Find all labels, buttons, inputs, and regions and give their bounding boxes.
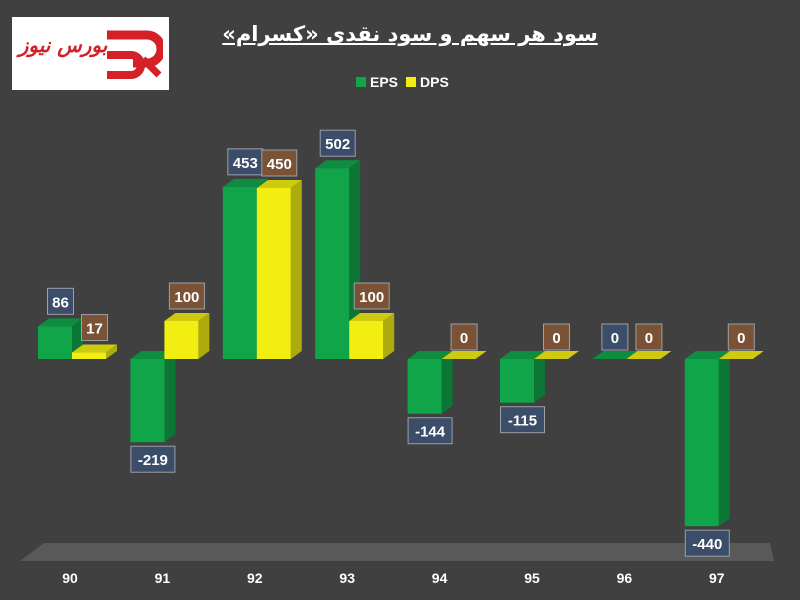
bar-top-dps (164, 313, 210, 321)
legend-item-eps: EPS (356, 74, 398, 90)
bar-top-eps (130, 351, 176, 359)
data-label-dps: 450 (267, 156, 292, 173)
data-label-box-dps (168, 282, 205, 310)
bar-eps (130, 359, 165, 443)
bar-side-eps (164, 351, 176, 443)
bar-top-dps (349, 313, 395, 321)
legend-swatch-dps (406, 77, 417, 87)
bar-dps (349, 321, 384, 359)
bar-dps (256, 188, 291, 359)
bar-side-eps (534, 351, 545, 403)
legend-label-dps: DPS (420, 74, 449, 90)
logo-text: بورس نیوز (18, 33, 108, 57)
data-label-dps: 100 (359, 289, 384, 306)
data-label-eps: 502 (325, 136, 350, 153)
data-label-eps: -115 (508, 413, 537, 430)
data-label-box-dps (261, 149, 298, 177)
bar-side-dps (290, 180, 302, 359)
bar-top-eps (684, 351, 730, 359)
bar-top-dps (256, 180, 302, 188)
x-tick-label: 90 (62, 570, 78, 586)
bar-top-eps (500, 351, 545, 359)
x-tick-label: 94 (432, 570, 448, 586)
x-tick-label: 97 (709, 570, 725, 586)
data-label-box-eps (130, 445, 176, 473)
bar-top-dps (72, 344, 117, 353)
bar-top-dps (534, 351, 579, 359)
boursnews-logo: بورس نیوز (12, 17, 169, 90)
x-tick-label: 91 (155, 570, 171, 586)
data-label-box-dps (81, 314, 108, 342)
data-label-eps: 0 (611, 330, 619, 347)
legend-swatch-eps (356, 77, 366, 87)
data-label-box-eps (319, 129, 356, 157)
data-label-box-eps (407, 417, 453, 445)
data-label-eps: -219 (138, 452, 168, 469)
data-label-dps: 100 (174, 289, 199, 306)
data-label-eps: 453 (233, 155, 258, 172)
data-label-box-eps (500, 406, 545, 434)
data-label-box-dps (450, 323, 478, 351)
bar-top-eps (222, 178, 268, 187)
bar-dps (164, 321, 199, 359)
bar-top-dps (626, 351, 672, 359)
data-label-box-dps (635, 323, 663, 351)
data-label-eps: 86 (52, 294, 69, 311)
bar-eps (500, 359, 534, 403)
bar-side-eps (718, 351, 730, 527)
x-tick-label: 93 (339, 570, 355, 586)
bar-side-dps (198, 313, 210, 359)
legend-item-dps: DPS (406, 74, 449, 90)
data-label-dps: 17 (86, 321, 103, 338)
bar-eps (38, 326, 72, 359)
data-label-box-eps (601, 323, 629, 351)
bar-dps (72, 352, 106, 359)
bar-side-dps (106, 344, 117, 359)
legend-label-eps: EPS (370, 74, 399, 90)
data-label-box-dps (727, 323, 755, 351)
chart-floor (20, 543, 774, 561)
bar-eps (684, 359, 719, 527)
bar-top-eps (592, 351, 638, 359)
x-tick-label: 96 (617, 570, 633, 586)
data-label-box-eps (684, 529, 730, 557)
chart-title: سود هر سهم و سود نقدی «کسرام» (222, 22, 598, 46)
chart-legend: EPS DPS (356, 72, 449, 92)
data-label-box-dps (353, 282, 390, 310)
bar-top-dps (718, 351, 764, 359)
data-label-dps: 0 (737, 330, 745, 347)
bar-top-eps (38, 318, 83, 327)
data-label-box-dps (543, 323, 570, 351)
data-label-eps: -144 (415, 424, 446, 441)
x-tick-label: 95 (524, 570, 540, 586)
bar-side-dps (383, 313, 395, 359)
data-label-dps: 0 (460, 330, 468, 347)
bar-top-dps (441, 351, 487, 359)
logo-mark-icon (107, 30, 163, 79)
bar-eps (315, 168, 350, 359)
data-label-box-eps (47, 287, 74, 315)
data-label-eps: -440 (692, 536, 722, 553)
bar-top-eps (407, 351, 453, 359)
x-tick-label: 92 (247, 570, 263, 586)
bar-eps (222, 186, 257, 359)
data-label-dps: 0 (645, 330, 653, 347)
bar-side-eps (441, 351, 453, 414)
bar-top-eps (315, 160, 361, 169)
bar-eps (407, 359, 442, 414)
data-label-dps: 0 (552, 330, 560, 347)
